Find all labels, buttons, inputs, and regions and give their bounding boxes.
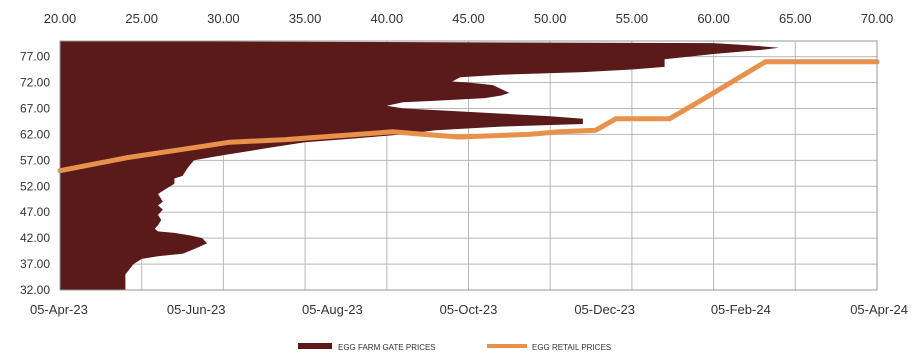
left-tick-label: 42.00 [20, 231, 50, 245]
left-tick-label: 77.00 [20, 50, 50, 64]
top-tick-label: 30.00 [207, 11, 240, 26]
top-tick-label: 45.00 [452, 11, 485, 26]
top-tick-label: 35.00 [289, 11, 322, 26]
left-tick-label: 52.00 [20, 179, 50, 193]
top-tick-label: 60.00 [697, 11, 730, 26]
bottom-tick-label: 05-Apr-24 [850, 302, 908, 317]
legend: EGG FARM GATE PRICES EGG RETAIL PRICES [298, 343, 611, 352]
left-axis-ticks: 32.00 37.00 42.00 47.00 52.00 57.00 62.00 67.00… [20, 50, 50, 297]
legend-swatch-farm-gate [298, 343, 332, 349]
left-tick-label: 37.00 [20, 257, 50, 271]
left-tick-label: 67.00 [20, 101, 50, 115]
left-tick-label: 57.00 [20, 153, 50, 167]
top-tick-label: 70.00 [861, 11, 894, 26]
top-tick-label: 65.00 [779, 11, 812, 26]
top-tick-label: 25.00 [125, 11, 158, 26]
bottom-tick-label: 05-Aug-23 [302, 302, 363, 317]
retail-line-layer [57, 59, 880, 174]
farm-gate-area-layer [60, 41, 779, 290]
farm-gate-area [60, 41, 779, 290]
top-tick-label: 55.00 [616, 11, 649, 26]
top-tick-label: 50.00 [534, 11, 567, 26]
bottom-tick-label: 05-Dec-23 [574, 302, 635, 317]
left-tick-label: 62.00 [20, 127, 50, 141]
left-tick-label: 47.00 [20, 205, 50, 219]
bottom-tick-label: 05-Jun-23 [167, 302, 226, 317]
top-tick-label: 20.00 [44, 11, 77, 26]
bottom-axis-ticks: 05-Apr-23 05-Jun-23 05-Aug-23 05-Oct-23 05-D… [30, 302, 908, 317]
top-tick-label: 40.00 [371, 11, 404, 26]
bottom-tick-label: 05-Feb-24 [711, 302, 771, 317]
top-axis-ticks: 20.00 25.00 30.00 35.00 40.00 45.00 50.00 55.00… [44, 11, 894, 26]
left-tick-label: 32.00 [20, 283, 50, 297]
left-tick-label: 72.00 [20, 76, 50, 90]
legend-label-farm-gate: EGG FARM GATE PRICES [338, 343, 436, 352]
plot-frame [59, 40, 878, 291]
bottom-tick-label: 05-Apr-23 [30, 302, 88, 317]
legend-label-retail: EGG RETAIL PRICES [532, 343, 611, 352]
bottom-tick-label: 05-Oct-23 [440, 302, 498, 317]
retail-price-line [57, 59, 880, 174]
plot-border [59, 40, 878, 291]
